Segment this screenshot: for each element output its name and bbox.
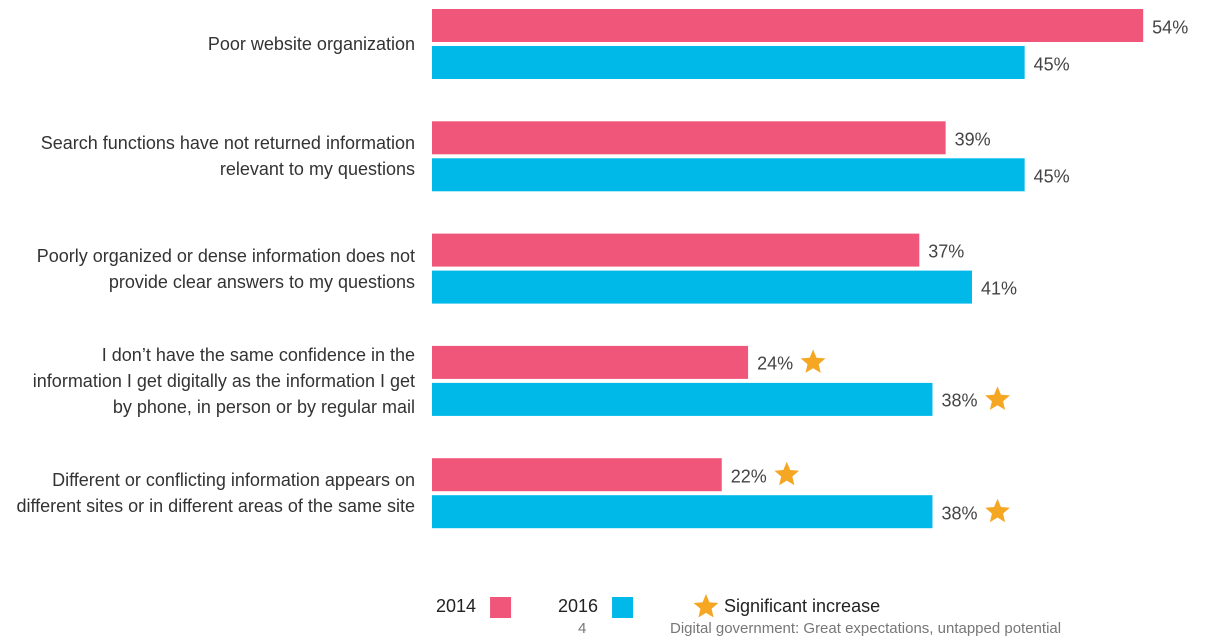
bar — [432, 458, 722, 492]
significance-star — [985, 386, 1010, 410]
value-label: 38% — [941, 503, 978, 524]
bar — [432, 382, 933, 416]
significance-star — [985, 498, 1010, 523]
bar — [432, 233, 920, 267]
value-label: 41% — [980, 278, 1017, 299]
legend-swatch — [490, 597, 512, 618]
value-label: 45% — [1033, 166, 1070, 187]
value-label: 38% — [941, 390, 978, 411]
category-label: Poorly organized or dense information do… — [36, 245, 415, 292]
significance-star — [800, 349, 826, 373]
footer: Digital government: Great expectations, … — [670, 620, 1062, 637]
category-label: Different or conflicting information app… — [16, 470, 415, 517]
bar — [432, 270, 972, 304]
value-label: 22% — [730, 466, 767, 487]
category-label: Search functions have not returned infor… — [40, 133, 415, 180]
bar — [432, 158, 1025, 192]
category-label: I don’t have the same confidence in the … — [32, 344, 415, 417]
value-label: 24% — [757, 353, 794, 374]
category-label: Poor website organization — [207, 34, 415, 54]
legend-swatch — [612, 597, 634, 618]
legend-label: Significant increase — [724, 596, 881, 616]
legend-label: 2014 — [436, 596, 477, 616]
page-number: 4 — [578, 620, 587, 637]
value-label: 54% — [1152, 17, 1189, 37]
significance-star — [774, 461, 800, 486]
bar — [432, 46, 1025, 79]
bar — [432, 345, 749, 379]
bar — [432, 121, 946, 155]
value-label: 45% — [1033, 54, 1070, 74]
legend-label: 2016 — [558, 596, 599, 616]
value-label: 37% — [928, 241, 965, 262]
bar — [432, 495, 933, 529]
value-label: 39% — [954, 129, 991, 150]
bar — [432, 9, 1144, 42]
legend-star — [693, 594, 719, 618]
